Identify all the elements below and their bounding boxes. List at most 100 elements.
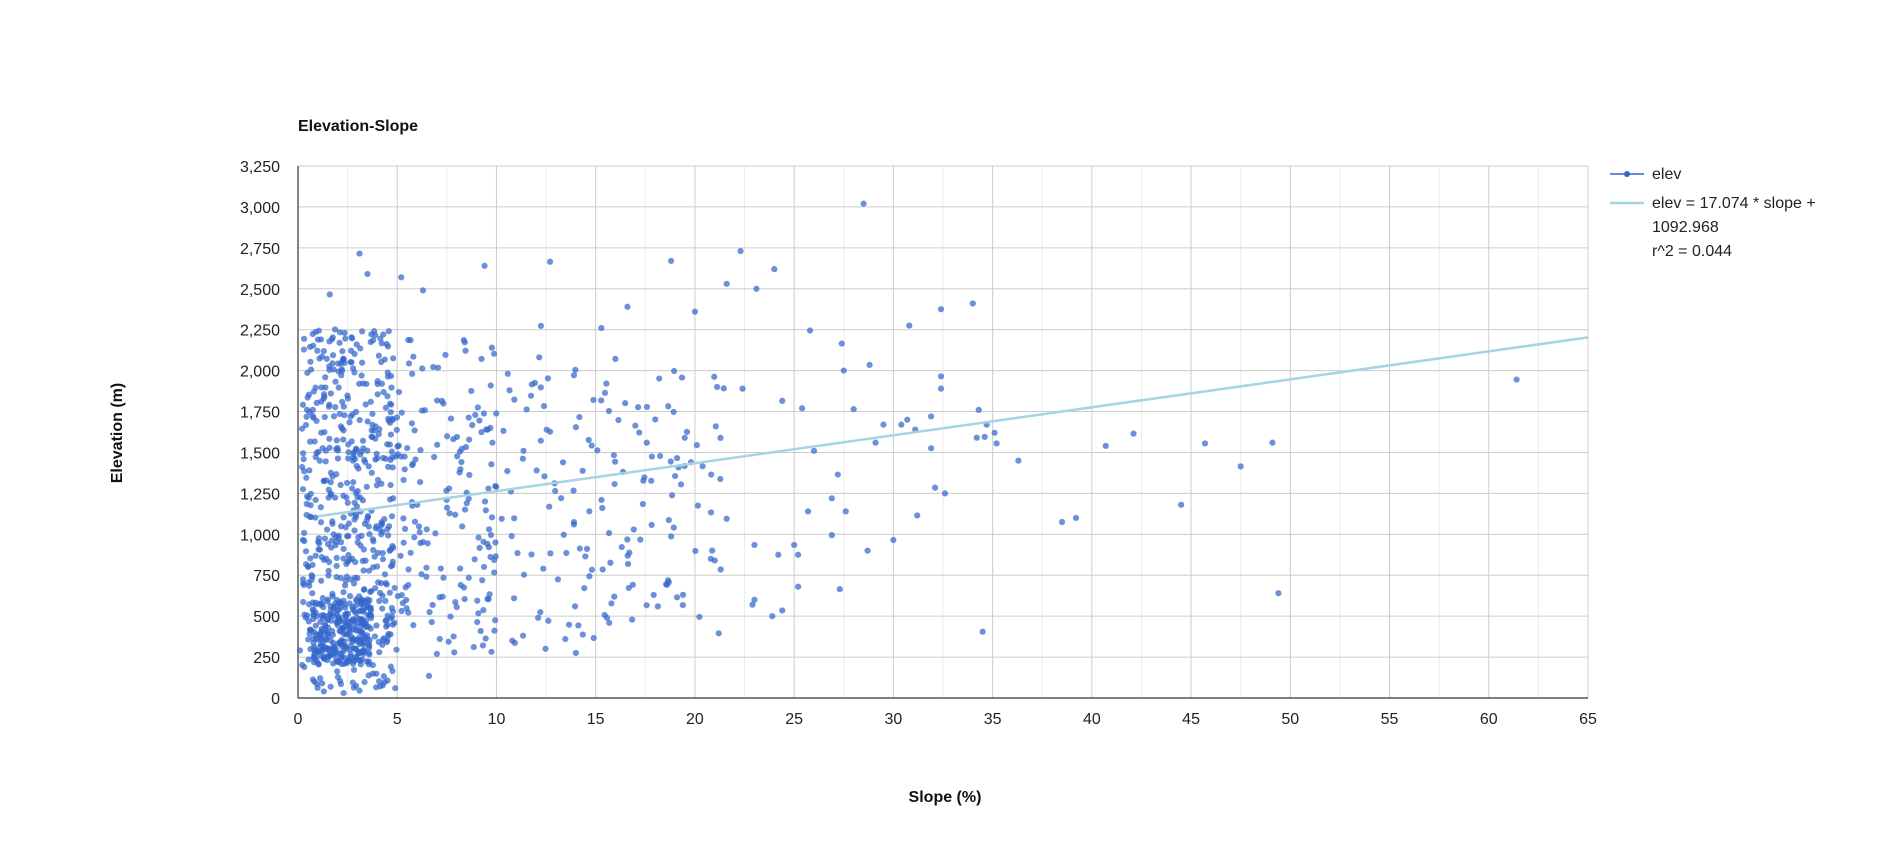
- y-tick-label: 1,000: [240, 527, 280, 544]
- data-point: [636, 429, 643, 436]
- data-point: [571, 603, 579, 610]
- data-point: [720, 385, 727, 392]
- data-point: [407, 549, 414, 556]
- data-point: [991, 429, 998, 436]
- data-point: [333, 554, 340, 562]
- data-point: [382, 404, 390, 411]
- data-point: [533, 467, 540, 474]
- data-point: [303, 413, 310, 420]
- data-point: [371, 633, 378, 640]
- data-point: [598, 496, 605, 504]
- data-point: [336, 627, 343, 635]
- data-point: [379, 637, 387, 644]
- data-point: [380, 673, 387, 680]
- data-point: [523, 406, 530, 413]
- data-point: [791, 541, 798, 549]
- data-point: [343, 560, 350, 567]
- data-point: [393, 414, 401, 421]
- data-point: [348, 347, 355, 354]
- data-point: [309, 561, 316, 569]
- data-point: [432, 530, 439, 537]
- data-point: [345, 520, 352, 527]
- data-point: [342, 577, 349, 584]
- data-point: [343, 479, 351, 487]
- data-point: [937, 385, 945, 392]
- data-point: [711, 373, 718, 380]
- data-point: [344, 499, 351, 506]
- data-point: [898, 421, 905, 428]
- data-point: [417, 447, 424, 454]
- legend[interactable]: elev elev = 17.074 * slope + 1092.968 r^…: [1610, 166, 1816, 260]
- data-point: [377, 335, 384, 342]
- data-point: [565, 621, 573, 628]
- data-point: [643, 403, 651, 411]
- data-point: [321, 429, 328, 436]
- data-point: [474, 597, 481, 604]
- data-point: [665, 516, 672, 524]
- data-point: [667, 458, 674, 465]
- data-point: [572, 649, 579, 657]
- data-point: [491, 627, 498, 634]
- data-point: [387, 419, 394, 426]
- data-point: [387, 496, 394, 503]
- data-point: [537, 384, 544, 391]
- data-point: [340, 545, 347, 553]
- data-point: [388, 384, 395, 391]
- data-point: [361, 633, 369, 640]
- data-point: [344, 395, 352, 402]
- data-point: [652, 416, 659, 423]
- data-point: [384, 441, 391, 448]
- data-point: [431, 453, 438, 461]
- data-point: [309, 573, 316, 580]
- data-point: [361, 586, 368, 593]
- y-tick-label: 1,250: [240, 486, 280, 503]
- data-point: [739, 385, 746, 392]
- data-point: [751, 596, 758, 603]
- data-point: [693, 441, 701, 449]
- data-point: [338, 372, 345, 379]
- data-point: [324, 598, 331, 605]
- data-point: [506, 387, 513, 394]
- data-point: [798, 405, 806, 412]
- data-point: [327, 683, 334, 690]
- data-point: [643, 602, 650, 609]
- x-tick-label: 40: [1083, 711, 1101, 728]
- data-point: [447, 613, 454, 620]
- y-tick-label: 2,750: [240, 241, 280, 258]
- data-point: [365, 523, 372, 530]
- data-point: [380, 389, 387, 396]
- data-point: [552, 487, 559, 495]
- data-point: [364, 418, 371, 425]
- data-point: [601, 389, 609, 397]
- data-point: [717, 566, 724, 573]
- data-point: [409, 370, 416, 377]
- data-point: [973, 434, 980, 441]
- data-point: [312, 496, 319, 504]
- legend-item-trendline[interactable]: elev = 17.074 * slope + 1092.968 r^2 = 0…: [1610, 195, 1816, 260]
- legend-item-elev[interactable]: elev: [1610, 166, 1681, 183]
- data-point: [296, 647, 304, 654]
- minor-gridlines: [347, 166, 1539, 698]
- data-point: [424, 540, 431, 547]
- data-point: [350, 479, 357, 486]
- data-point: [363, 483, 370, 490]
- data-point: [302, 421, 310, 429]
- data-point: [480, 410, 488, 417]
- data-point: [353, 462, 360, 470]
- data-point: [346, 629, 353, 636]
- data-point: [385, 328, 392, 335]
- x-tick-label: 55: [1381, 711, 1399, 728]
- data-point: [319, 647, 326, 654]
- data-point: [320, 477, 328, 484]
- data-point: [585, 436, 592, 444]
- data-point: [333, 610, 340, 618]
- data-point: [460, 584, 468, 591]
- data-point: [365, 640, 372, 647]
- data-point: [630, 526, 637, 533]
- data-point: [433, 650, 440, 658]
- data-point: [1072, 514, 1080, 522]
- data-point: [1237, 463, 1244, 470]
- data-point: [931, 484, 939, 491]
- data-point: [937, 306, 945, 313]
- data-point: [361, 678, 368, 686]
